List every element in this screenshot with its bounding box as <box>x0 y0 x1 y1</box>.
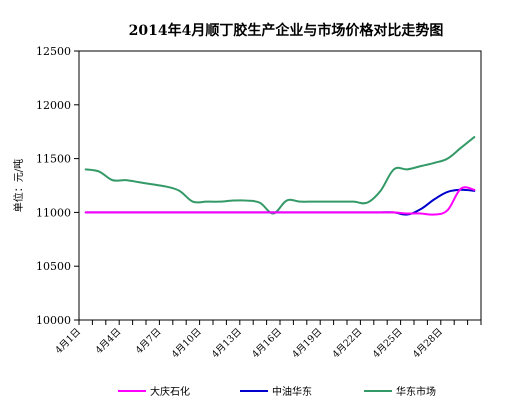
x-tick-label: 4月1日 <box>53 326 83 356</box>
x-tick-label: 4月25日 <box>371 326 405 360</box>
y-tick-label: 11500 <box>36 153 71 166</box>
y-axis-label: 单位：元/吨 <box>12 159 25 212</box>
x-tick-label: 4月22日 <box>330 326 364 360</box>
series-line-0 <box>84 186 476 216</box>
plot-frame <box>78 50 482 321</box>
legend: 大庆石化 中油华东 华东市场 <box>118 385 436 398</box>
plot-area: 10000 10500 11000 11500 12000 12500 4月1日 4月4日 4月… <box>36 45 482 360</box>
y-tick-label: 12000 <box>36 99 71 112</box>
x-tick-label: 4月16日 <box>250 326 284 360</box>
legend-label: 大庆石化 <box>150 385 190 398</box>
x-tick-label: 4月10日 <box>170 326 204 360</box>
x-tick-label: 4月7日 <box>134 326 164 356</box>
y-tick-label: 12500 <box>36 45 71 58</box>
y-tick-label: 10500 <box>36 260 71 273</box>
series-line-2 <box>84 136 476 215</box>
x-tick-label: 4月13日 <box>210 326 244 360</box>
chart-title: 2014年4月顺丁胶生产企业与市场价格对比走势图 <box>129 22 444 39</box>
y-tick-label: 11000 <box>36 206 71 219</box>
x-tick-label: 4月28日 <box>411 326 445 360</box>
legend-label: 中油华东 <box>272 385 312 398</box>
legend-label: 华东市场 <box>396 385 436 398</box>
y-tick-label: 10000 <box>36 314 71 327</box>
series-line-1 <box>84 188 476 216</box>
x-tick-label: 4月4日 <box>94 326 124 356</box>
x-tick-label: 4月19日 <box>290 326 324 360</box>
